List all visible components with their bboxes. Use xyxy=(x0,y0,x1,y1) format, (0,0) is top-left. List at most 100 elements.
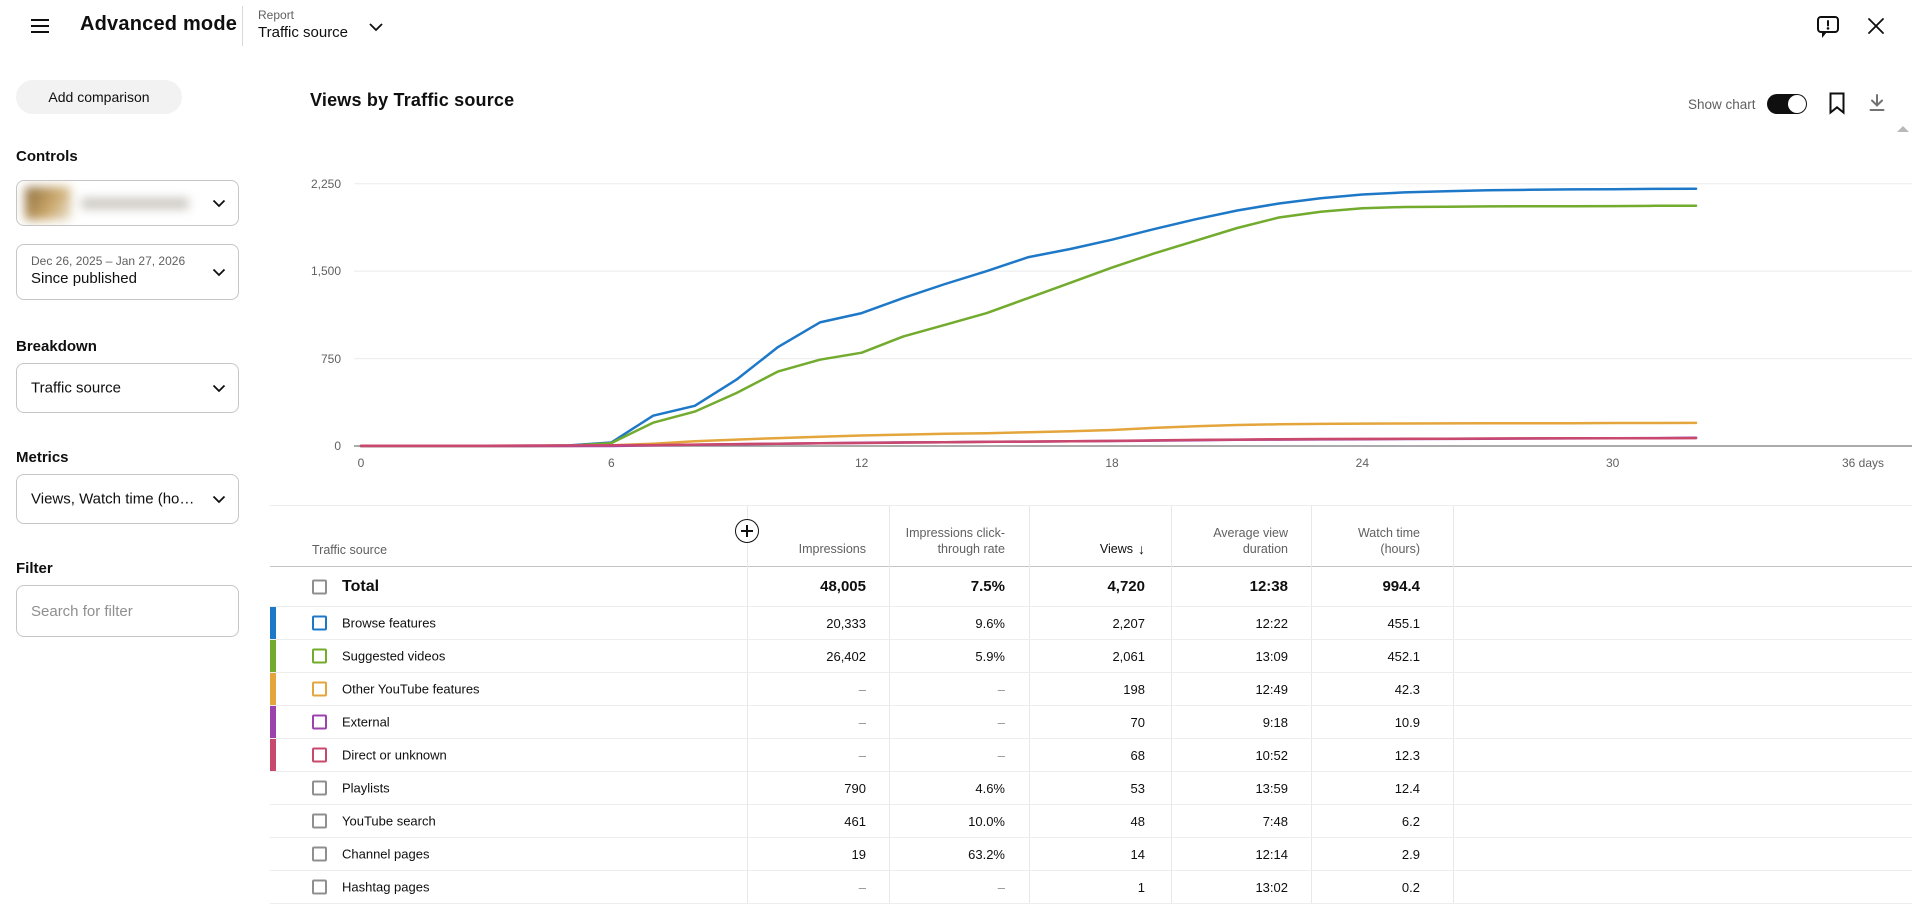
table-row-hashtag-pages[interactable]: Hashtag pages – – 1 13:02 0.2 xyxy=(270,871,1912,904)
table-row-other-youtube-features[interactable]: Other YouTube features – – 198 12:49 42.3 xyxy=(270,673,1912,706)
cell-avd: 9:18 xyxy=(1262,714,1288,730)
divider xyxy=(242,6,243,46)
series-color-bar xyxy=(270,607,276,639)
toggle-knob xyxy=(1788,95,1806,113)
cell-ctr: – xyxy=(997,681,1005,697)
chart-line-other-youtube-features xyxy=(359,421,1698,448)
y-axis-tick: 1,500 xyxy=(310,264,341,279)
row-label: Channel pages xyxy=(342,846,430,862)
table-row-youtube-search[interactable]: YouTube search 461 10.0% 48 7:48 6.2 xyxy=(270,805,1912,838)
chevron-down-icon[interactable] xyxy=(368,22,384,32)
table-header-row: Traffic source Impressions Impressions c… xyxy=(270,506,1912,567)
row-label: YouTube search xyxy=(342,813,436,829)
cell-views: 14 xyxy=(1130,846,1145,862)
x-axis-tick: 30 xyxy=(1605,456,1620,470)
table-row-browse-features[interactable]: Browse features 20,333 9.6% 2,207 12:22 455.1 xyxy=(270,607,1912,640)
cell-avd: 12:22 xyxy=(1255,615,1288,631)
scrollbar-up-arrow[interactable] xyxy=(1897,126,1909,132)
cell-views: 48 xyxy=(1130,813,1145,829)
chart-line-browse-features xyxy=(359,187,1698,448)
checkbox-total[interactable] xyxy=(312,579,327,594)
breakdown-heading: Breakdown xyxy=(16,338,97,355)
checkbox-external[interactable] xyxy=(312,714,327,730)
chart-title: Views by Traffic source xyxy=(310,90,515,110)
y-axis-tick: 750 xyxy=(320,351,341,366)
x-axis-tick: 18 xyxy=(1105,456,1119,470)
checkbox-browse-features[interactable] xyxy=(312,615,327,631)
column-header-traffic-source[interactable]: Traffic source xyxy=(312,543,388,557)
bookmark-icon[interactable] xyxy=(1827,91,1847,115)
x-axis-tick: 24 xyxy=(1355,456,1370,470)
column-header-watch-time[interactable]: Watch time (hours) xyxy=(1357,526,1420,556)
report-label: Report xyxy=(258,8,295,22)
chevron-down-icon xyxy=(212,268,226,277)
column-header-ctr[interactable]: Impressions click-through rate xyxy=(905,526,1005,556)
series-color-bar xyxy=(270,640,276,672)
checkbox-direct-or-unknown[interactable] xyxy=(312,747,327,763)
series-color-bar xyxy=(270,706,276,738)
x-axis-tick: 12 xyxy=(854,456,869,470)
column-header-avg-view-duration[interactable]: Average view duration xyxy=(1213,526,1288,556)
add-metric-column-button[interactable] xyxy=(735,519,759,543)
cell-views: 4,720 xyxy=(1107,578,1145,595)
send-feedback-icon[interactable] xyxy=(1814,14,1842,40)
chart-line-external xyxy=(359,436,1698,448)
x-axis-tick: 6 xyxy=(607,456,615,470)
y-axis-tick: 2,250 xyxy=(310,176,341,191)
cell-impressions: – xyxy=(858,714,866,730)
metrics-selector[interactable]: Views, Watch time (ho… xyxy=(16,474,239,524)
channel-name-blurred xyxy=(81,198,189,209)
download-icon[interactable] xyxy=(1865,91,1889,115)
menu-icon[interactable] xyxy=(28,14,52,38)
cell-views: 2,207 xyxy=(1112,615,1145,631)
channel-thumbnail-blurred xyxy=(25,187,71,220)
table-row-suggested-videos[interactable]: Suggested videos 26,402 5.9% 2,061 13:09 452.… xyxy=(270,640,1912,673)
cell-impressions: 26,402 xyxy=(826,648,866,664)
checkbox-youtube-search[interactable] xyxy=(312,813,327,829)
cell-watch: 994.4 xyxy=(1382,578,1420,595)
row-label: External xyxy=(342,714,390,730)
checkbox-hashtag-pages[interactable] xyxy=(312,879,327,895)
close-icon[interactable] xyxy=(1864,14,1888,38)
filter-search-input[interactable] xyxy=(17,586,238,636)
cell-views: 2,061 xyxy=(1112,648,1145,664)
show-chart-toggle[interactable] xyxy=(1767,94,1807,114)
cell-views: 53 xyxy=(1130,780,1145,796)
row-label: Suggested videos xyxy=(342,648,446,664)
table-row-playlists[interactable]: Playlists 790 4.6% 53 13:59 12.4 xyxy=(270,772,1912,805)
add-comparison-button[interactable]: Add comparison xyxy=(16,80,182,114)
column-header-views[interactable]: Views ↓ xyxy=(1045,541,1145,557)
table-row-channel-pages[interactable]: Channel pages 19 63.2% 14 12:14 2.9 xyxy=(270,838,1912,871)
checkbox-other-youtube-features[interactable] xyxy=(312,681,327,697)
chevron-down-icon xyxy=(212,384,226,393)
cell-watch: 10.9 xyxy=(1394,714,1420,730)
chevron-down-icon xyxy=(212,199,226,208)
controls-heading: Controls xyxy=(16,148,78,165)
checkbox-playlists[interactable] xyxy=(312,780,327,796)
cell-impressions: 19 xyxy=(851,846,866,862)
table-row-external[interactable]: External – – 70 9:18 10.9 xyxy=(270,706,1912,739)
traffic-source-table: Traffic source Impressions Impressions c… xyxy=(270,505,1912,904)
cell-impressions: 461 xyxy=(844,813,866,829)
channel-selector[interactable] xyxy=(16,180,239,226)
table-row-direct-or-unknown[interactable]: Direct or unknown – – 68 10:52 12.3 xyxy=(270,739,1912,772)
checkbox-suggested-videos[interactable] xyxy=(312,648,327,664)
filter-field[interactable] xyxy=(16,585,239,637)
date-mode-text: Since published xyxy=(31,270,137,287)
cell-impressions: 790 xyxy=(844,780,866,796)
date-range-text: Dec 26, 2025 – Jan 27, 2026 xyxy=(31,254,186,268)
cell-watch: 452.1 xyxy=(1387,648,1420,664)
cell-views: 70 xyxy=(1130,714,1145,730)
breakdown-selector[interactable]: Traffic source xyxy=(16,363,239,413)
breakdown-value: Traffic source xyxy=(31,379,122,397)
date-range-selector[interactable]: Dec 26, 2025 – Jan 27, 2026 Since publis… xyxy=(16,244,239,300)
series-color-bar xyxy=(270,739,276,771)
row-label: Other YouTube features xyxy=(342,681,480,697)
column-header-impressions[interactable]: Impressions xyxy=(798,542,866,556)
report-selector[interactable]: Traffic source xyxy=(258,24,349,41)
show-chart-label: Show chart xyxy=(1688,97,1756,112)
table-row-total[interactable]: Total 48,005 7.5% 4,720 12:38 994.4 xyxy=(270,567,1912,607)
checkbox-channel-pages[interactable] xyxy=(312,846,327,862)
cell-avd: 13:09 xyxy=(1255,648,1288,664)
